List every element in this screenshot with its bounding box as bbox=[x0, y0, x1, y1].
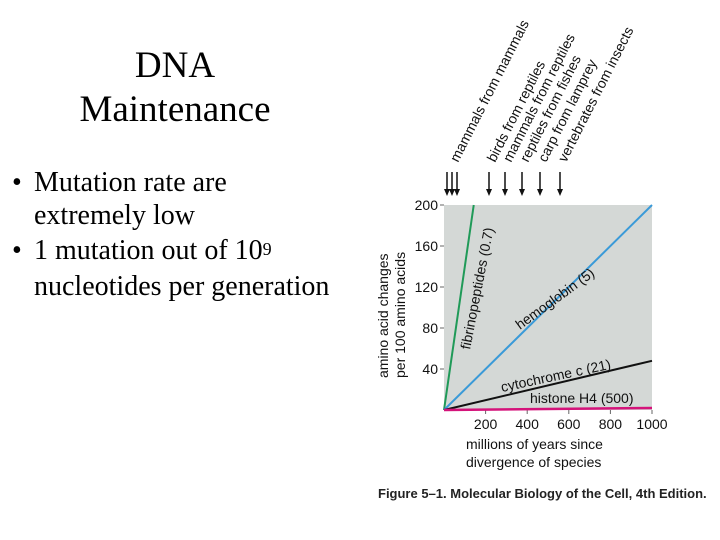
bullet-item: • 1 mutation out of 109 nucleotides per … bbox=[12, 234, 342, 303]
x-tick-label: 400 bbox=[516, 416, 540, 432]
divergence-arrow-head bbox=[486, 189, 492, 196]
series-label-3: histone H4 (500) bbox=[530, 390, 634, 406]
divergence-arrow-head bbox=[502, 189, 508, 196]
divergence-arrow-head bbox=[444, 189, 450, 196]
title-line-2: Maintenance bbox=[79, 89, 271, 130]
figure-caption: Figure 5–1. Molecular Biology of the Cel… bbox=[378, 486, 707, 501]
x-axis-label-line2: divergence of species bbox=[466, 454, 601, 470]
x-tick-label: 600 bbox=[557, 416, 581, 432]
y-tick-label: 80 bbox=[422, 320, 438, 336]
divergence-arrow-head bbox=[519, 189, 525, 196]
bullet-text: Mutation rate are extremely low bbox=[34, 167, 227, 231]
y-axis-label-line1: amino acid changes bbox=[375, 253, 391, 378]
bullet-exponent: 9 bbox=[262, 239, 272, 259]
y-tick-label: 120 bbox=[415, 279, 439, 295]
x-tick-label: 1000 bbox=[636, 416, 667, 432]
series-line-0 bbox=[443, 204, 475, 411]
series-line-1 bbox=[443, 204, 653, 411]
x-tick-label: 800 bbox=[599, 416, 623, 432]
x-axis-label-line1: millions of years since bbox=[466, 436, 603, 452]
x-tick-label: 200 bbox=[474, 416, 498, 432]
divergence-arrow-head bbox=[557, 189, 563, 196]
divergence-arrow-head bbox=[449, 189, 455, 196]
title-line-1: DNA bbox=[134, 45, 216, 86]
slide-title: DNA Maintenance bbox=[40, 44, 310, 132]
y-tick-label: 200 bbox=[415, 197, 439, 213]
series-line-3 bbox=[443, 406, 653, 412]
bullet-dot: • bbox=[12, 235, 22, 266]
y-axis-label-line2: per 100 amino acids bbox=[392, 252, 408, 378]
bullet-text-rest: nucleotides per generation bbox=[34, 271, 330, 302]
divergence-arrow-head bbox=[454, 189, 460, 196]
bullet-list: • Mutation rate are extremely low • 1 mu… bbox=[12, 166, 342, 305]
bullet-dot: • bbox=[12, 167, 22, 198]
bullet-item: • Mutation rate are extremely low bbox=[12, 166, 342, 232]
y-tick-label: 160 bbox=[415, 238, 439, 254]
series-line-2 bbox=[443, 359, 653, 411]
y-tick-label: 40 bbox=[422, 361, 438, 377]
bullet-text: 1 mutation out of 10 bbox=[34, 235, 263, 266]
divergence-arrow-head bbox=[537, 189, 543, 196]
